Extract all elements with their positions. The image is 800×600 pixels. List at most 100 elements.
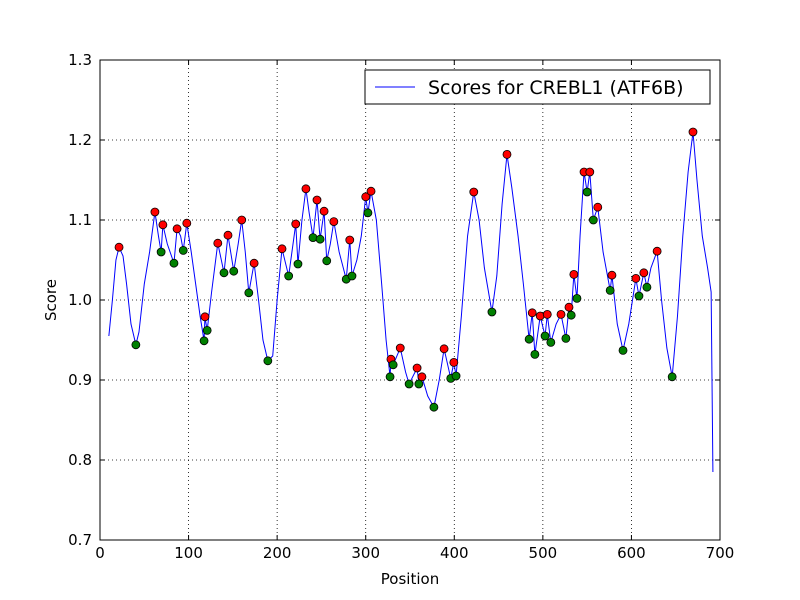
marker-point — [585, 167, 595, 177]
marker-point — [385, 372, 395, 382]
x-tick-label: 300 — [351, 544, 380, 562]
marker-point — [199, 336, 209, 346]
marker-point — [114, 242, 124, 252]
y-tick-label: 1.2 — [68, 131, 92, 149]
marker-point — [667, 372, 677, 382]
legend: Scores for CREBL1 (ATF6B) — [364, 69, 711, 105]
marker-point — [263, 356, 273, 366]
marker-point — [556, 309, 566, 319]
marker-point — [417, 372, 427, 382]
marker-point — [502, 149, 512, 159]
y-tick-label: 1.3 — [68, 51, 92, 69]
marker-point — [652, 246, 662, 256]
marker-point — [542, 309, 552, 319]
marker-point — [223, 230, 233, 240]
marker-point — [449, 357, 459, 367]
marker-point — [588, 215, 598, 225]
marker-point — [439, 344, 449, 354]
marker-point — [291, 219, 301, 229]
x-tick-label: 200 — [263, 544, 292, 562]
marker-point — [530, 349, 540, 359]
marker-point — [172, 224, 182, 234]
marker-point — [566, 310, 576, 320]
marker-point — [535, 311, 545, 321]
marker-point — [429, 402, 439, 412]
marker-point — [388, 360, 398, 370]
marker-point — [219, 268, 229, 278]
marker-point — [395, 343, 405, 353]
y-tick-label: 1.1 — [68, 211, 92, 229]
marker-point — [169, 258, 179, 268]
marker-point — [312, 195, 322, 205]
plot-frame — [99, 59, 721, 541]
marker-point — [631, 273, 641, 283]
marker-point — [404, 379, 414, 389]
marker-point — [315, 234, 325, 244]
marker-point — [131, 340, 141, 350]
y-axis-label: Score — [42, 279, 60, 321]
marker-point — [182, 218, 192, 228]
x-tick-label: 700 — [706, 544, 735, 562]
marker-point — [293, 259, 303, 269]
marker-point — [244, 288, 254, 298]
marker-point — [237, 215, 247, 225]
marker-point — [527, 308, 537, 318]
marker-point — [213, 238, 223, 248]
marker-point — [308, 233, 318, 243]
x-tick-label: 500 — [529, 544, 558, 562]
x-tick-label: 400 — [440, 544, 469, 562]
legend-label: Scores for CREBL1 (ATF6B) — [428, 77, 684, 99]
x-tick-label: 100 — [174, 544, 203, 562]
marker-point — [347, 271, 357, 281]
marker-point — [361, 192, 371, 202]
marker-point — [593, 202, 603, 212]
legend-box — [364, 69, 711, 105]
marker-point — [582, 187, 592, 197]
marker-point — [345, 235, 355, 245]
y-tick-label: 0.7 — [68, 531, 92, 549]
marker-point — [319, 206, 329, 216]
marker-point — [605, 285, 615, 295]
marker-point — [524, 334, 534, 344]
marker-point — [284, 271, 294, 281]
marker-point — [564, 302, 574, 312]
marker-point — [329, 217, 339, 227]
marker-point — [451, 371, 461, 381]
marker-point — [546, 337, 556, 347]
marker-point — [414, 379, 424, 389]
marker-point — [469, 187, 479, 197]
marker-point — [618, 345, 628, 355]
marker-point — [634, 291, 644, 301]
marker-point — [642, 282, 652, 292]
x-tick-label: 0 — [95, 544, 105, 562]
x-axis-label: Position — [381, 570, 439, 588]
marker-point — [249, 258, 259, 268]
marker-point — [229, 266, 239, 276]
marker-point — [540, 331, 550, 341]
marker-point — [487, 307, 497, 317]
marker-point — [200, 312, 210, 322]
marker-point — [366, 186, 376, 196]
x-tick-label: 600 — [617, 544, 646, 562]
marker-point — [607, 270, 617, 280]
marker-point — [412, 363, 422, 373]
marker-point — [639, 268, 649, 278]
marker-point — [158, 220, 168, 230]
marker-point — [322, 256, 332, 266]
y-tick-label: 1.0 — [68, 291, 92, 309]
marker-point — [363, 208, 373, 218]
marker-point — [202, 325, 212, 335]
y-tick-label: 0.9 — [68, 371, 92, 389]
marker-point — [561, 333, 571, 343]
y-tick-label: 0.8 — [68, 451, 92, 469]
marker-point — [569, 269, 579, 279]
marker-point — [301, 184, 311, 194]
marker-point — [688, 127, 698, 137]
marker-point — [178, 245, 188, 255]
marker-point — [572, 293, 582, 303]
marker-point — [150, 207, 160, 217]
marker-point — [156, 247, 166, 257]
marker-point — [277, 244, 287, 254]
